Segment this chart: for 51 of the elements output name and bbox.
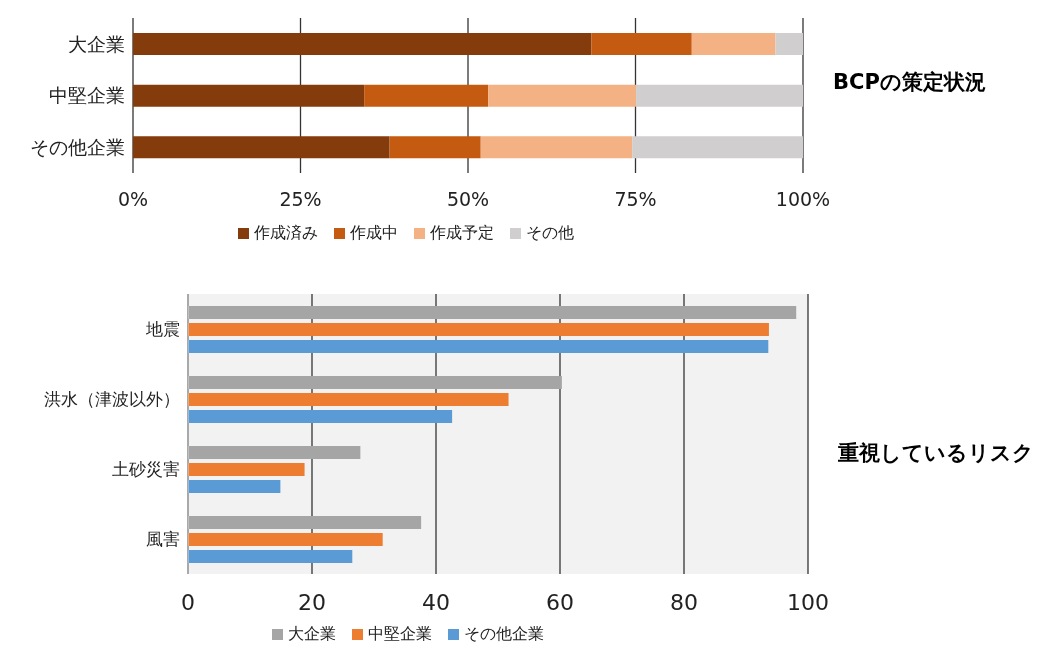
bar <box>636 84 803 107</box>
legend-label: 作成済み <box>252 223 318 244</box>
x-tick-label: 20 <box>298 589 326 615</box>
bar <box>188 306 797 319</box>
x-tick-label: 25% <box>279 188 322 211</box>
bar <box>133 33 592 55</box>
x-tick-label: 100% <box>775 188 831 211</box>
bar <box>364 84 489 107</box>
bar <box>188 393 509 406</box>
x-tick-label: 60 <box>546 589 574 615</box>
bar <box>188 376 562 389</box>
y-tick-label: 土砂災害 <box>112 459 180 480</box>
bar <box>188 410 453 423</box>
y-tick-label: その他企業 <box>30 135 125 158</box>
legend-label: その他企業 <box>463 624 544 645</box>
text: BCPの策定状況 <box>833 69 986 96</box>
x-tick-label: 0 <box>181 589 195 615</box>
x-tick-label: 80 <box>670 589 698 615</box>
y-tick-label: 風害 <box>146 529 180 550</box>
y-tick-label: 大企業 <box>68 32 125 55</box>
x-tick-label: 40 <box>422 589 450 615</box>
bar <box>188 480 281 493</box>
bar <box>480 136 633 159</box>
bar <box>691 33 776 55</box>
bar <box>488 84 637 107</box>
bar <box>591 33 692 55</box>
x-tick-label: 75% <box>614 188 657 211</box>
y-tick-label: 洪水（津波以外） <box>44 389 180 410</box>
bar <box>188 516 422 529</box>
bar <box>775 33 803 55</box>
bar <box>133 84 365 107</box>
bar <box>389 136 481 159</box>
legend-label: その他 <box>524 223 574 244</box>
y-tick-label: 中堅企業 <box>49 84 125 107</box>
bar <box>188 323 769 336</box>
bar <box>188 446 361 459</box>
bar <box>188 340 769 353</box>
legend-label: 作成中 <box>348 223 398 244</box>
x-tick-label: 50% <box>446 188 490 211</box>
bar <box>188 533 383 546</box>
bar <box>133 136 390 159</box>
bar <box>188 463 305 476</box>
x-tick-label: 100 <box>787 589 829 615</box>
bar <box>188 550 353 563</box>
x-tick-label: 0% <box>117 188 149 211</box>
bar <box>632 136 803 159</box>
legend-label: 作成予定 <box>428 223 494 244</box>
text: 重視しているリスク <box>838 440 1034 467</box>
legend-label: 中堅企業 <box>367 624 432 645</box>
y-tick-label: 地震 <box>145 319 180 340</box>
legend-label: 大企業 <box>287 624 336 645</box>
